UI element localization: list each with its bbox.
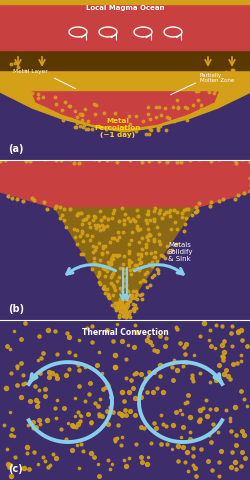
Text: Metals
Solidify
& Sink: Metals Solidify & Sink bbox=[167, 242, 193, 262]
Polygon shape bbox=[0, 72, 250, 132]
Polygon shape bbox=[0, 0, 250, 96]
Text: Thermal Convection: Thermal Convection bbox=[81, 328, 168, 337]
Text: (a): (a) bbox=[8, 144, 24, 154]
Polygon shape bbox=[0, 160, 250, 220]
Polygon shape bbox=[0, 52, 250, 124]
Text: Local Magma Ocean: Local Magma Ocean bbox=[86, 5, 164, 11]
Polygon shape bbox=[32, 92, 217, 129]
Text: Partially
Molten Zone: Partially Molten Zone bbox=[199, 72, 233, 84]
Text: (b): (b) bbox=[8, 304, 24, 314]
Polygon shape bbox=[55, 208, 194, 315]
Text: (c): (c) bbox=[8, 464, 23, 474]
Polygon shape bbox=[0, 0, 250, 4]
Text: Metal Layer: Metal Layer bbox=[12, 70, 47, 74]
Text: Metal
Percolation
(−1 day): Metal Percolation (−1 day) bbox=[94, 118, 141, 138]
